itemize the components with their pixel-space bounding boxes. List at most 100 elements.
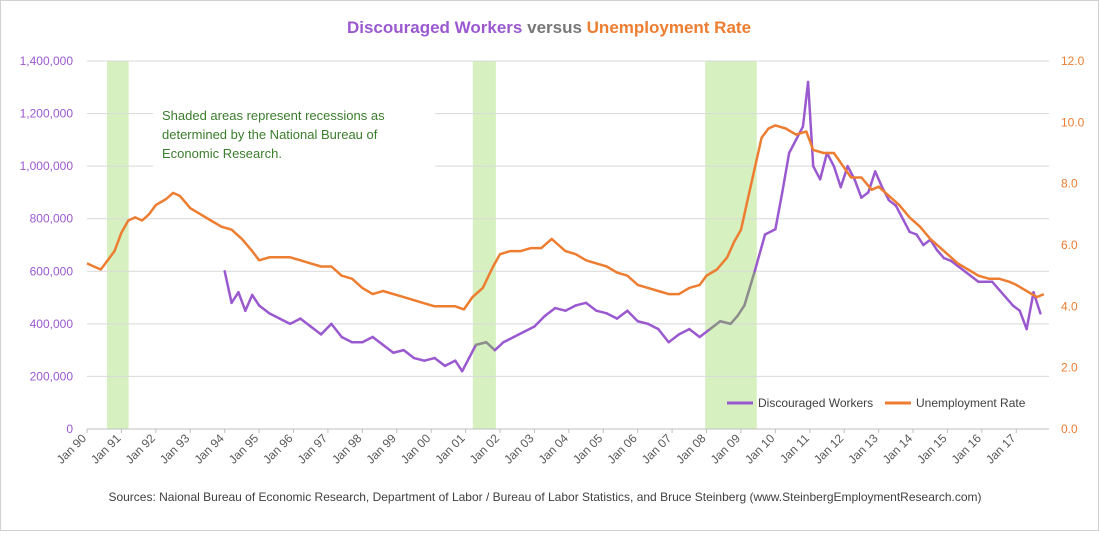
discouraged-workers-segment	[392, 348, 405, 355]
legend: Discouraged Workers Unemployment Rate	[727, 396, 1026, 410]
x-tick-label: Jan 07	[639, 431, 675, 467]
discouraged-workers-segment	[522, 325, 536, 333]
x-tick-label: Jan 93	[157, 431, 193, 467]
unemployment-rate-line	[86, 124, 1045, 311]
discouraged-workers-segment	[319, 322, 333, 336]
discouraged-workers-segment	[244, 293, 254, 312]
discouraged-workers-segment	[1018, 309, 1028, 331]
x-axis-ticks: Jan 90 Jan 91 Jan 92 Jan 93 Jan 94 Jan 95 Jan …	[54, 429, 1019, 467]
discouraged-workers-segment	[963, 270, 973, 278]
right-axis-ticks: 0.0 2.0 4.0 6.0 8.0 10.0 12.0	[1061, 54, 1085, 436]
x-tick-label: Jan 06	[604, 431, 640, 467]
discouraged-workers-segment	[688, 327, 701, 339]
discouraged-workers-segment	[729, 314, 739, 326]
x-tick-label: Jan 01	[432, 431, 468, 467]
x-tick-label: Jan 03	[501, 431, 537, 467]
discouraged-workers-segment	[615, 309, 629, 320]
discouraged-workers-segment	[584, 301, 598, 312]
recession-note: Shaded areas represent recessions as det…	[153, 101, 435, 167]
x-tick-label: Jan 00	[398, 431, 434, 467]
note-line-2: determined by the National Bureau of	[162, 127, 378, 142]
note-box	[153, 101, 435, 167]
discouraged-workers-segment	[832, 164, 843, 189]
discouraged-workers-segment	[787, 138, 798, 155]
discouraged-workers-segment	[433, 356, 447, 368]
x-tick-label: Jan 96	[260, 431, 296, 467]
discouraged-workers-segment	[636, 319, 650, 326]
discouraged-workers-segment	[677, 327, 691, 336]
recession-band-2	[705, 61, 757, 429]
discouraged-workers-segment	[330, 322, 343, 339]
discouraged-workers-segment	[956, 264, 966, 273]
discouraged-workers-segment	[915, 233, 925, 247]
discouraged-workers-segment	[806, 80, 815, 168]
discouraged-workers-segment	[970, 275, 980, 284]
x-tick-label: Jan 92	[123, 431, 159, 467]
x-tick-label: Jan 94	[191, 431, 227, 467]
y-left-tick-label: 400,000	[30, 317, 74, 331]
discouraged-workers-segment	[646, 322, 660, 331]
x-tick-label: Jan 17	[983, 431, 1019, 467]
series-lines	[86, 80, 1045, 373]
discouraged-workers-segment	[278, 317, 292, 326]
discouraged-workers-segment	[443, 359, 457, 368]
discouraged-workers-segment	[935, 249, 946, 260]
discouraged-workers-segment	[485, 341, 497, 352]
x-tick-label: Jan 98	[329, 431, 365, 467]
x-tick-label: Jan 05	[570, 431, 606, 467]
discouraged-workers-segment	[299, 317, 312, 328]
discouraged-workers-segment	[460, 356, 471, 373]
discouraged-workers-segment	[873, 170, 884, 189]
recession-bands	[106, 61, 757, 429]
discouraged-workers-segment	[763, 227, 777, 236]
y-left-tick-label: 800,000	[30, 212, 74, 226]
discouraged-workers-segment	[657, 327, 670, 344]
discouraged-workers-segment	[467, 343, 478, 360]
discouraged-workers-segment	[381, 343, 395, 355]
x-tick-label: Jan 95	[226, 431, 262, 467]
y-right-tick-label: 12.0	[1061, 54, 1085, 68]
discouraged-workers-segment	[402, 348, 416, 360]
x-tick-label: Jan 99	[364, 431, 400, 467]
discouraged-workers-segment	[860, 191, 870, 199]
discouraged-workers-segment	[1025, 291, 1035, 331]
discouraged-workers-segment	[781, 151, 791, 194]
discouraged-workers-segment	[553, 306, 567, 312]
discouraged-workers-segment	[257, 304, 271, 315]
x-tick-label: Jan 09	[708, 431, 744, 467]
x-tick-label: Jan 15	[914, 431, 950, 467]
x-tick-label: Jan 13	[845, 431, 881, 467]
x-tick-label: Jan 10	[742, 431, 778, 467]
discouraged-workers-segment	[309, 325, 323, 336]
y-left-tick-label: 200,000	[30, 369, 74, 383]
discouraged-workers-segment	[230, 291, 240, 305]
chart-title: Discouraged Workers versus Unemployment …	[347, 18, 751, 37]
discouraged-workers-segment	[423, 356, 436, 362]
discouraged-workers-segment	[1004, 296, 1015, 307]
discouraged-workers-segment	[250, 293, 261, 307]
discouraged-workers-segment	[474, 341, 488, 347]
discouraged-workers-segment	[237, 291, 247, 312]
y-right-tick-label: 0.0	[1061, 422, 1078, 436]
discouraged-workers-segment	[894, 204, 904, 220]
discouraged-workers-segment	[811, 164, 822, 181]
x-tick-label: Jan 90	[54, 431, 90, 467]
discouraged-workers-segment	[743, 270, 756, 307]
discouraged-workers-segment	[698, 327, 712, 339]
discouraged-workers-segment	[268, 312, 281, 320]
discouraged-workers-segment	[736, 304, 746, 318]
x-tick-label: Jan 02	[467, 431, 503, 467]
discouraged-workers-segment	[901, 217, 911, 234]
discouraged-workers-segment	[361, 335, 374, 344]
title-unemployment: Unemployment Rate	[587, 18, 751, 37]
discouraged-workers-segment	[949, 259, 960, 268]
discouraged-workers-segment	[667, 333, 681, 344]
discouraged-workers-segment	[543, 306, 557, 318]
discouraged-workers-segment	[1011, 304, 1021, 312]
discouraged-workers-segment	[340, 335, 354, 344]
x-tick-label: Jan 14	[880, 431, 916, 467]
discouraged-workers-segment	[533, 314, 547, 328]
discouraged-workers-segment	[512, 330, 526, 339]
discouraged-workers-segment	[853, 178, 863, 199]
